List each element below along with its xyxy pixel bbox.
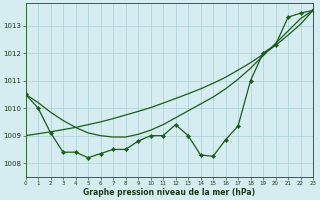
X-axis label: Graphe pression niveau de la mer (hPa): Graphe pression niveau de la mer (hPa) bbox=[83, 188, 255, 197]
